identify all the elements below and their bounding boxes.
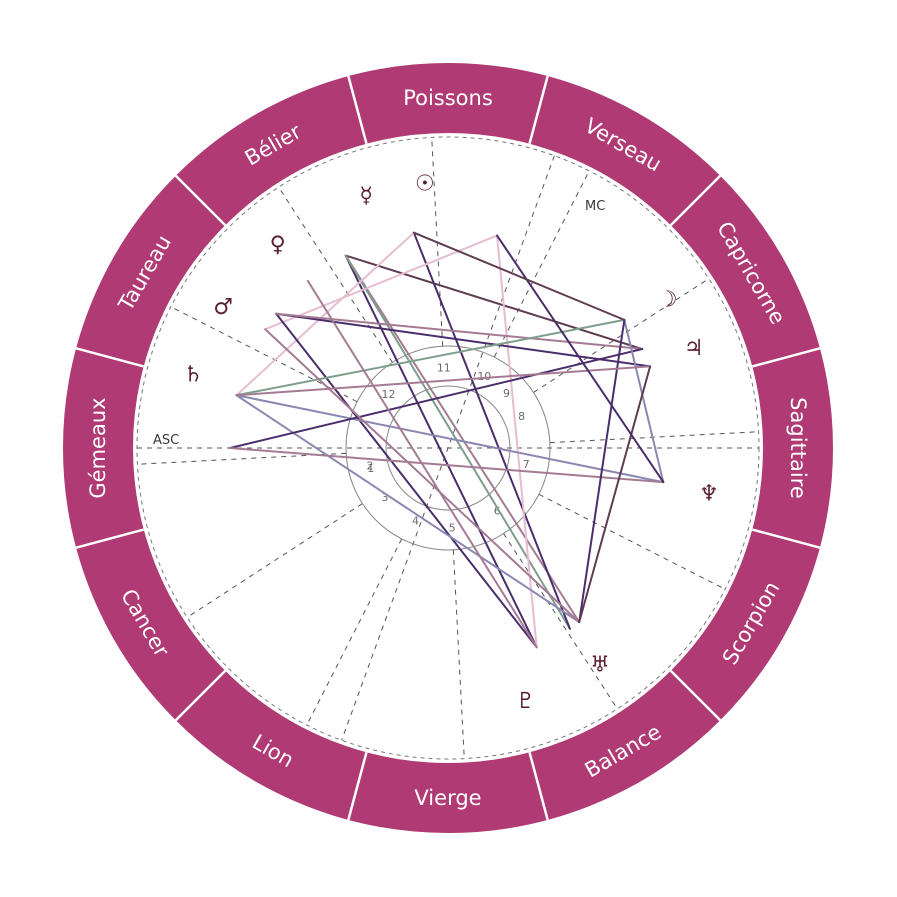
aspect-line: [412, 231, 571, 630]
house-cusp-line: [306, 538, 403, 726]
aspect-line: [275, 312, 644, 351]
pluto-icon: ♇: [516, 689, 536, 714]
house-wheel-inner: [385, 385, 511, 511]
house-number: 8: [518, 410, 525, 423]
sign-divider: [669, 174, 722, 227]
sign-divider: [669, 669, 722, 722]
house-cusp-line: [493, 170, 590, 358]
aspect-line: [275, 312, 652, 368]
aspect-line: [496, 234, 665, 484]
house-number: 7: [523, 458, 530, 471]
aspect-line: [229, 447, 665, 484]
sign-divider: [528, 75, 549, 145]
house-cusp-line: [278, 186, 393, 363]
house-number: 4: [412, 515, 419, 528]
aspect-line: [344, 254, 571, 630]
aspect-line: [235, 394, 665, 484]
sign-divider: [751, 347, 821, 368]
aspect-line: [412, 231, 626, 321]
planet-glyphs: ☉ ☿ ♀ ♂ ♄ ☽♃ ♆ ♅ ♇: [183, 172, 718, 714]
house-cusp-line: [538, 493, 726, 590]
aspect-line: [623, 318, 665, 484]
aspect-line: [578, 318, 626, 624]
sign-divider: [75, 528, 145, 549]
house-number: 9: [503, 387, 510, 400]
aspect-line: [235, 318, 626, 397]
aspect-line: [275, 312, 538, 649]
aspect-line: [264, 328, 581, 624]
mercury-icon: ☿: [359, 183, 373, 208]
jupiter-icon: ♃: [684, 336, 704, 361]
asc-label: ASC: [153, 433, 179, 448]
sign-divider: [528, 751, 549, 821]
house-number: 10: [477, 370, 491, 383]
sign-divider: [751, 528, 821, 549]
house-cusp-line: [549, 431, 759, 444]
sign-divider: [75, 347, 145, 368]
sign-label: Vierge: [414, 786, 481, 810]
mc-label: MC: [585, 199, 605, 214]
sign-divider: [174, 174, 227, 227]
aspect-line: [578, 365, 652, 624]
venus-icon: ♀: [270, 232, 286, 257]
saturn-icon: ♄: [183, 362, 203, 387]
house-cusp-line: [503, 533, 618, 710]
aspect-line: [229, 348, 644, 449]
zodiac-band: [63, 63, 833, 833]
axis-labels: ASC MC: [153, 199, 605, 448]
aspect-line: [344, 254, 581, 624]
aspect-line: [344, 254, 538, 649]
house-number: 2: [367, 459, 374, 472]
sign-divider: [347, 751, 368, 821]
aspect-lines: [229, 231, 665, 649]
aspect-line: [496, 234, 538, 649]
house-cusp-line: [186, 503, 363, 618]
house-cusp-line: [452, 549, 465, 759]
house-number: 1: [367, 462, 374, 475]
mars-icon: ♂: [213, 295, 233, 320]
sign-divider: [174, 669, 227, 722]
house-number: 3: [381, 491, 388, 504]
sign-divider: [347, 75, 368, 145]
aspect-line: [306, 280, 538, 649]
sign-label: Sagittaire: [786, 397, 810, 499]
sun-icon: ☉: [415, 172, 435, 197]
house-number: 11: [437, 362, 451, 375]
neptune-icon: ♆: [699, 482, 719, 507]
sign-label: Poissons: [403, 86, 493, 110]
house-wheel-outer: [345, 345, 551, 551]
house-number: 5: [449, 521, 456, 534]
mc-axis-line: [341, 155, 555, 741]
aspect-line: [235, 365, 652, 397]
uranus-icon: ♅: [590, 653, 610, 678]
moon-icon: ☽: [658, 287, 678, 312]
aspect-line: [235, 231, 415, 397]
house-number: 6: [494, 505, 501, 518]
sign-label: Gémeaux: [86, 397, 110, 498]
house-number: 12: [382, 388, 396, 401]
aspect-line: [344, 254, 644, 351]
